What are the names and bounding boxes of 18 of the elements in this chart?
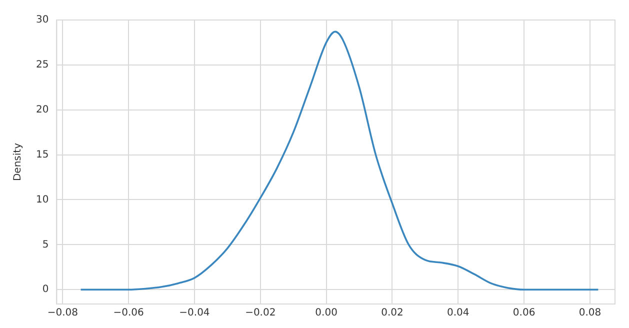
y-tick-label: 15 (36, 149, 49, 160)
line-series (80, 30, 600, 291)
y-tick-label: 0 (42, 284, 49, 296)
x-tick-label: 0.04 (446, 308, 470, 319)
x-tick-label: −0.06 (113, 308, 144, 319)
x-tick-label: −0.08 (47, 308, 78, 319)
x-tick-label: 0.02 (381, 308, 404, 319)
y-tick-label: 25 (36, 60, 49, 71)
x-tick-label: 0.06 (512, 308, 536, 319)
y-tick-label: 10 (36, 194, 49, 206)
y-axis-title: Density (12, 142, 24, 182)
y-tick-label: 30 (36, 14, 49, 26)
x-tick-label: 0.08 (578, 308, 602, 319)
y-tick-label: 5 (42, 239, 49, 250)
y-tick-label: 20 (36, 104, 49, 116)
x-tick-label: −0.04 (179, 308, 210, 319)
x-tick-label: −0.02 (245, 308, 276, 319)
x-tick-label: 0.00 (315, 308, 338, 319)
